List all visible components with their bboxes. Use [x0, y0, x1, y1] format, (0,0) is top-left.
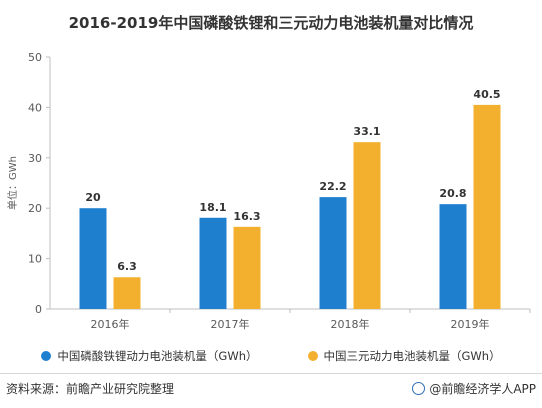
source-note: 资料来源：前瞻产业研究院整理	[6, 382, 175, 396]
bar-ncm	[113, 277, 141, 309]
x-tick-label: 2018年	[331, 317, 370, 331]
data-label: 22.2	[319, 180, 346, 193]
legend-label-ncm: 中国三元动力电池装机量（GWh）	[323, 349, 501, 363]
x-tick-label: 2016年	[91, 317, 130, 331]
y-tick-label: 0	[35, 303, 42, 316]
bar-chart: 0 10 20 30 40 50 单位：GWh 2016年 2017年 2018年 2019年 20…	[6, 51, 531, 331]
data-label: 16.3	[233, 210, 260, 223]
y-tick-label: 10	[28, 253, 42, 266]
bar-lfp	[439, 204, 467, 309]
bar-ncm	[353, 142, 381, 309]
bar-lfp	[79, 208, 107, 309]
bar-ncm	[473, 104, 501, 309]
y-tick-label: 30	[28, 152, 42, 165]
chart-title: 2016-2019年中国磷酸铁锂和三元动力电池装机量对比情况	[68, 14, 474, 32]
x-tick-label: 2019年	[451, 317, 490, 331]
data-label: 33.1	[353, 125, 380, 138]
legend-label-lfp: 中国磷酸铁锂动力电池装机量（GWh）	[57, 349, 258, 363]
y-axis-label: 单位：GWh	[6, 156, 19, 210]
y-tick-label: 50	[28, 51, 42, 64]
data-label: 18.1	[199, 201, 226, 214]
data-label: 20	[85, 191, 101, 204]
bar-lfp	[199, 217, 227, 309]
y-tick-label: 20	[28, 202, 42, 215]
bar-lfp	[319, 197, 347, 309]
brand-credit: @前瞻经济学人APP	[412, 380, 536, 397]
footer-divider	[0, 373, 542, 374]
y-tick-label: 40	[28, 101, 42, 114]
data-label: 40.5	[473, 88, 500, 101]
data-label: 20.8	[439, 187, 466, 200]
x-tick-label: 2017年	[211, 317, 250, 331]
brand-logo-icon	[412, 382, 426, 395]
legend-swatch-ncm	[307, 351, 318, 361]
legend-swatch-lfp	[41, 351, 52, 361]
legend: 中国磷酸铁锂动力电池装机量（GWh） 中国三元动力电池装机量（GWh）	[0, 348, 542, 364]
legend-item-lfp: 中国磷酸铁锂动力电池装机量（GWh）	[41, 348, 258, 364]
brand-text: @前瞻经济学人APP	[429, 382, 536, 396]
legend-item-ncm: 中国三元动力电池装机量（GWh）	[307, 348, 501, 364]
bar-ncm	[233, 226, 261, 309]
data-label: 6.3	[117, 260, 137, 273]
